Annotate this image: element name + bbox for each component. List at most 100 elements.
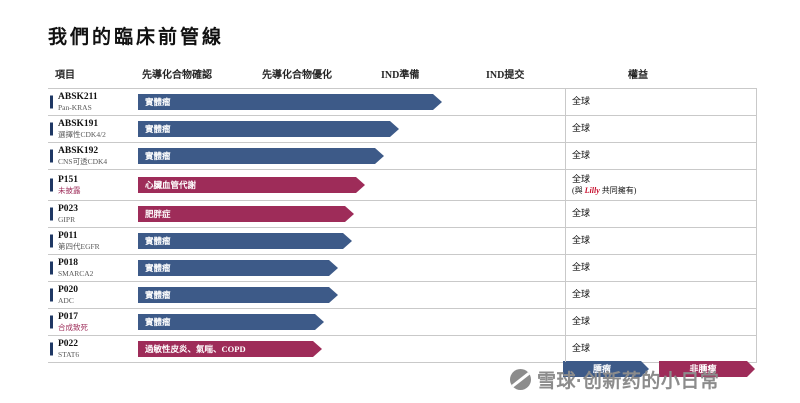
rights-region: 全球	[572, 289, 591, 300]
row-accent-bar	[50, 234, 53, 248]
pipeline-row: P017 合成致死 實體瘤 全球	[48, 308, 756, 335]
project-target: CNS可透CDK4	[58, 157, 108, 167]
project-code: ABSK211	[58, 91, 98, 102]
legend-chip-blue: 腫瘤	[563, 361, 649, 377]
stage-arrow: 實體瘤	[138, 94, 442, 110]
row-accent-bar	[50, 207, 53, 221]
pipeline-row: ABSK192 CNS可透CDK4 實體瘤 全球	[48, 142, 756, 169]
pipeline-row: P151 未披露 心臟血管代謝 全球 (與 Lilly 共同擁有)	[48, 169, 756, 200]
row-accent-bar	[50, 122, 53, 136]
stage-arrow: 肥胖症	[138, 206, 354, 222]
stage-arrow: 實體瘤	[138, 121, 399, 137]
stage-arrow: 實體瘤	[138, 233, 352, 249]
project-target: Pan-KRAS	[58, 103, 92, 113]
rights-cell: 全球	[572, 150, 590, 162]
rights-note: (與 Lilly 共同擁有)	[572, 186, 636, 196]
row-accent-bar	[50, 288, 53, 302]
rights-cell: 全球	[572, 289, 590, 301]
rights-cell: 全球	[572, 343, 590, 355]
rights-region: 全球	[572, 208, 591, 219]
project-cell: ABSK192 CNS可透CDK4	[58, 146, 107, 166]
column-header-6: 權益	[628, 70, 648, 81]
pipeline-row: ABSK211 Pan-KRAS 實體瘤 全球	[48, 88, 756, 115]
stage-arrow: 實體瘤	[138, 148, 384, 164]
project-code: P020	[58, 284, 79, 295]
rights-region: 全球	[572, 173, 591, 184]
rights-note-prefix: (與	[572, 185, 585, 195]
rights-region: 全球	[572, 262, 591, 273]
project-target: STAT6	[58, 350, 80, 360]
rights-region: 全球	[572, 235, 591, 246]
pipeline-row: P011 第四代EGFR 實體瘤 全球	[48, 227, 756, 254]
watermark: 雪球·创新药的小日常	[510, 366, 719, 393]
rights-region: 全球	[572, 150, 591, 161]
xueqiu-logo-icon	[510, 369, 531, 390]
rights-region: 全球	[572, 316, 591, 327]
project-target: GIPR	[58, 215, 76, 225]
column-header-1: 項目	[55, 70, 75, 81]
column-header-2: 先導化合物確認	[142, 70, 212, 81]
row-accent-bar	[50, 315, 53, 329]
rights-note-suffix: 共同擁有)	[599, 185, 637, 195]
rights-cell: 全球	[572, 262, 590, 274]
project-code: P017	[58, 311, 79, 322]
pipeline-row: ABSK191 選擇性CDK4/2 實體瘤 全球	[48, 115, 756, 142]
project-target: 合成致死	[58, 323, 88, 333]
project-cell: P011 第四代EGFR	[58, 231, 100, 251]
row-accent-bar	[50, 342, 53, 356]
row-accent-bar	[50, 261, 53, 275]
project-code: P018	[58, 257, 79, 268]
row-accent-bar	[50, 95, 53, 109]
stage-arrow: 實體瘤	[138, 260, 338, 276]
row-accent-bar	[50, 178, 53, 192]
project-code: ABSK192	[58, 145, 99, 156]
project-target: SMARCA2	[58, 269, 94, 279]
project-code: P023	[58, 203, 79, 214]
column-header-4: IND準備	[381, 70, 420, 81]
stage-arrow: 實體瘤	[138, 287, 338, 303]
lilly-logo: Lilly	[584, 185, 600, 195]
project-target: 未披露	[58, 186, 81, 196]
row-accent-bar	[50, 149, 53, 163]
project-cell: P151 未披露	[58, 175, 81, 195]
stage-arrow: 過敏性皮炎、氣喘、COPD	[138, 341, 322, 357]
project-code: ABSK191	[58, 118, 99, 129]
rights-cell: 全球	[572, 123, 590, 135]
column-header-3: 先導化合物優化	[262, 70, 332, 81]
project-target: 第四代EGFR	[58, 242, 100, 252]
project-cell: P020 ADC	[58, 285, 78, 305]
pipeline-row: P020 ADC 實體瘤 全球	[48, 281, 756, 308]
project-cell: P022 STAT6	[58, 339, 79, 359]
project-target: 選擇性CDK4/2	[58, 130, 106, 140]
project-cell: P018 SMARCA2	[58, 258, 93, 278]
column-header-5: IND提交	[486, 70, 525, 81]
page-title: 我們的臨床前管線	[48, 27, 225, 48]
pipeline-row: P022 STAT6 過敏性皮炎、氣喘、COPD 全球	[48, 335, 756, 362]
stage-arrow: 實體瘤	[138, 314, 324, 330]
rights-cell: 全球 (與 Lilly 共同擁有)	[572, 174, 636, 196]
project-code: P022	[58, 338, 79, 349]
table-header-row: 項目 先導化合物確認 先導化合物優化 IND準備 IND提交 權益	[48, 66, 756, 81]
stage-arrow: 心臟血管代謝	[138, 177, 365, 193]
watermark-text: 雪球·创新药的小日常	[537, 371, 720, 392]
pipeline-row: P023 GIPR 肥胖症 全球	[48, 200, 756, 227]
project-code: P011	[58, 230, 78, 241]
project-cell: ABSK211 Pan-KRAS	[58, 92, 98, 112]
project-cell: ABSK191 選擇性CDK4/2	[58, 119, 106, 139]
legend: 腫瘤 非腫瘤	[563, 361, 755, 377]
project-cell: P023 GIPR	[58, 204, 78, 224]
rights-region: 全球	[572, 96, 591, 107]
rights-cell: 全球	[572, 96, 590, 108]
pipeline-table: ABSK211 Pan-KRAS 實體瘤 全球 ABSK191 選擇性CDK4/2 實體瘤全…	[48, 88, 757, 363]
pipeline-row: P018 SMARCA2 實體瘤 全球	[48, 254, 756, 281]
rights-region: 全球	[572, 123, 591, 134]
rights-region: 全球	[572, 343, 591, 354]
project-code: P151	[58, 174, 79, 185]
rights-cell: 全球	[572, 235, 590, 247]
project-target: ADC	[58, 296, 74, 306]
rights-column-divider	[565, 88, 566, 362]
rights-cell: 全球	[572, 316, 590, 328]
rights-cell: 全球	[572, 208, 590, 220]
legend-chip-red: 非腫瘤	[659, 361, 755, 377]
project-cell: P017 合成致死	[58, 312, 88, 332]
